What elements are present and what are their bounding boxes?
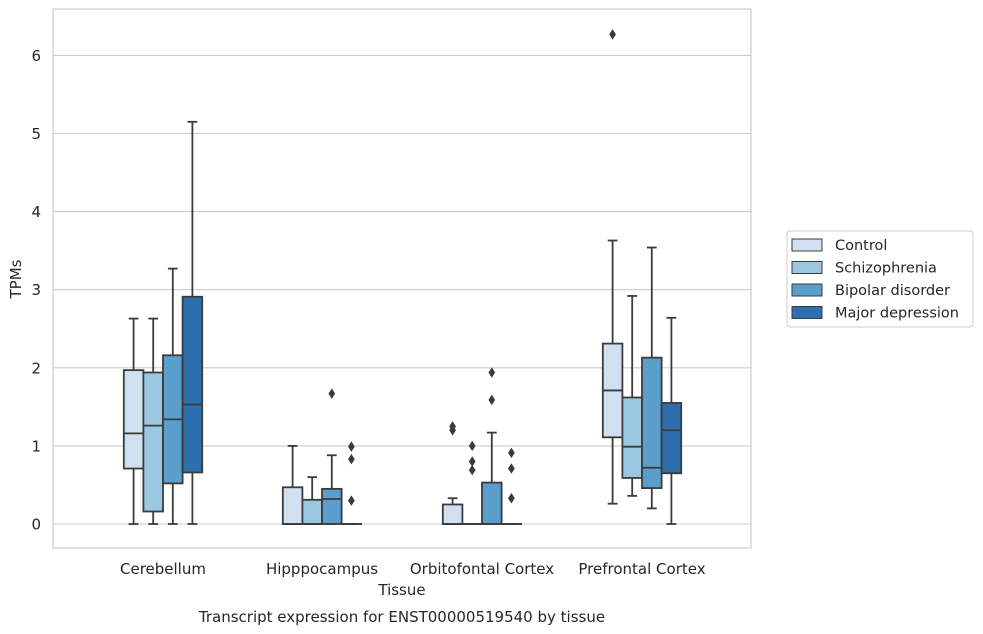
outlier-point — [508, 447, 515, 459]
x-tick-label: Prefrontal Cortex — [578, 560, 705, 578]
box-plot-marks — [122, 29, 683, 525]
legend-swatch — [791, 238, 823, 252]
outlier-point — [488, 367, 496, 378]
x-tick-label: Hipppocampus — [266, 560, 378, 578]
iqr-box — [122, 369, 145, 470]
legend-swatch — [791, 283, 823, 297]
iqr-box — [181, 295, 204, 474]
legend-frame — [786, 230, 974, 328]
x-tick-label: Cerebellum — [120, 560, 206, 578]
legend-swatch — [791, 306, 823, 319]
box-1-3 — [340, 441, 363, 525]
iqr-box — [301, 498, 323, 525]
y-axis-ticks: 0 1 2 3 4 5 6 — [31, 47, 41, 534]
x-tick-label: Orbitofontal Cortex — [410, 560, 554, 578]
x-axis-title: Tissue — [377, 581, 425, 599]
iqr-box — [142, 371, 164, 513]
box-2-3 — [500, 447, 523, 525]
outlier-point — [508, 492, 515, 504]
box-3-2 — [641, 246, 663, 510]
outlier-point — [348, 453, 355, 465]
legend-swatch — [791, 261, 823, 274]
box-3-3 — [660, 316, 683, 525]
plot-frame — [52, 8, 752, 549]
box-1-1 — [301, 476, 323, 525]
y-tick-label: 3 — [31, 281, 41, 299]
iqr-box — [321, 487, 343, 525]
legend-label: Control — [835, 238, 887, 254]
y-tick-label: 4 — [31, 203, 41, 221]
chart-caption: Transcript expression for ENST0000051954… — [198, 608, 605, 626]
box-1-2 — [321, 388, 343, 525]
outlier-point — [508, 463, 515, 474]
y-axis-title: TPMs — [7, 259, 25, 299]
box-0-3 — [181, 120, 204, 525]
box-2-1 — [461, 440, 483, 525]
box-2-2 — [481, 367, 503, 525]
outlier-point — [348, 495, 355, 506]
outlier-point — [449, 421, 456, 432]
box-0-1 — [142, 317, 164, 525]
outlier-point — [348, 441, 355, 452]
y-tick-label: 0 — [31, 516, 41, 534]
outlier-point — [609, 29, 616, 40]
legend-label: Schizophrenia — [835, 261, 937, 277]
outlier-point — [468, 456, 476, 467]
box-1-0 — [281, 444, 304, 525]
outlier-point — [468, 440, 476, 452]
outlier-point — [488, 394, 496, 406]
iqr-box — [481, 481, 503, 525]
x-axis-ticks: Cerebellum Hipppocampus Orbitofontal Corte… — [120, 560, 706, 578]
box-2-0 — [441, 421, 464, 525]
legend: Control Schizophrenia Bipolar disorder Majo… — [786, 230, 974, 328]
outlier-point — [328, 388, 336, 399]
y-tick-label: 2 — [31, 359, 41, 377]
box-3-1 — [621, 295, 643, 497]
y-tick-label: 1 — [31, 437, 41, 455]
y-tick-label: 5 — [31, 125, 41, 143]
outlier-point — [468, 464, 476, 476]
iqr-box — [441, 503, 464, 525]
legend-label: Major depression — [835, 306, 959, 322]
box-3-0 — [601, 29, 624, 505]
box-0-0 — [122, 317, 145, 525]
iqr-box — [621, 396, 643, 479]
y-tick-label: 6 — [31, 47, 41, 65]
legend-label: Bipolar disorder — [835, 283, 950, 299]
iqr-box — [281, 486, 304, 525]
iqr-box — [660, 402, 683, 475]
box-0-2 — [162, 267, 184, 525]
